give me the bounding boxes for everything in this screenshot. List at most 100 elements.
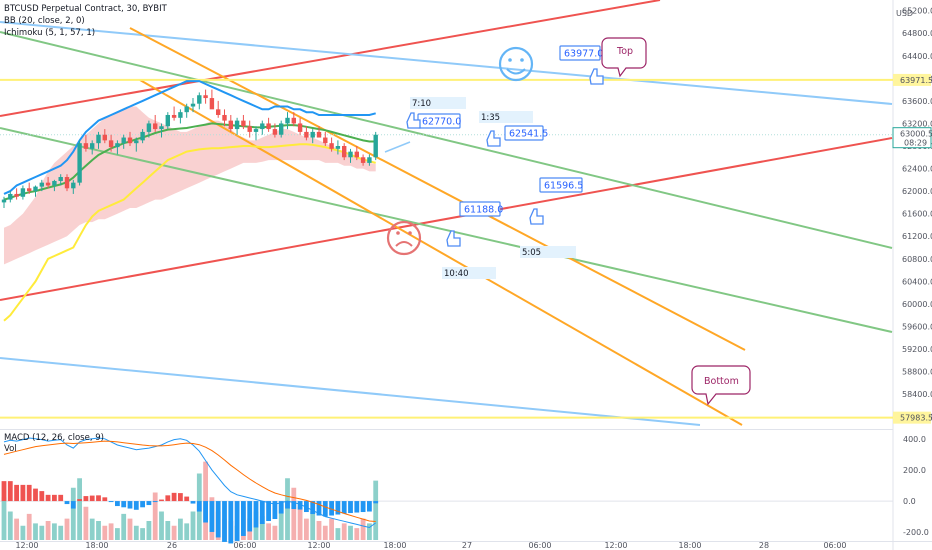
current-price-label: 63000.5 xyxy=(900,130,932,139)
macd-histogram-bar xyxy=(7,481,13,502)
price-note-box xyxy=(539,177,583,193)
candle-body xyxy=(342,146,347,158)
macd-histogram-bar xyxy=(140,501,145,508)
price-tick-label: 65200.0 xyxy=(902,7,932,16)
callout-top-bubble xyxy=(601,37,647,78)
macd-line xyxy=(3,437,376,529)
macd-histogram-bar xyxy=(96,495,101,502)
ichimoku-legend[interactable]: Ichimoku (5, 1, 57, 1) xyxy=(4,28,96,38)
macd-histogram-bar xyxy=(64,501,70,505)
time-note-box xyxy=(520,246,576,258)
time-tick-label: 18:00 xyxy=(383,541,406,550)
volume-bar xyxy=(171,525,177,540)
smiley-happy-eye xyxy=(520,58,524,62)
macd-histogram-bar xyxy=(278,501,284,514)
macd-histogram-bar xyxy=(297,501,303,510)
macd-histogram-bar xyxy=(121,501,127,508)
candle-body xyxy=(52,180,57,186)
time-tick-label: 06:00 xyxy=(233,541,256,550)
volume-bar xyxy=(159,511,164,540)
volume-bar xyxy=(70,487,76,540)
volume-bar xyxy=(341,523,347,540)
level-price-tag xyxy=(893,73,931,86)
candle-body xyxy=(247,126,252,132)
macd-histogram-bar xyxy=(272,501,278,520)
macd-histogram-bar xyxy=(253,501,259,528)
trendline-red-upper xyxy=(0,0,661,117)
price-note-box xyxy=(459,201,501,217)
time-note-label: 5:05 xyxy=(522,248,541,258)
volume-bar xyxy=(259,516,265,540)
arrow-line xyxy=(384,141,411,153)
candle-body xyxy=(1,199,7,203)
vol-legend[interactable]: Vol xyxy=(4,444,17,454)
candle-body xyxy=(209,98,215,110)
macd-histogram-bar xyxy=(52,494,57,502)
macd-histogram-bar xyxy=(165,495,171,502)
candle-body xyxy=(90,143,95,149)
macd-legend[interactable]: MACD (12, 26, close, 9) xyxy=(4,433,104,443)
ichimoku-lagging-line xyxy=(3,143,376,322)
time-tick-label: 06:00 xyxy=(528,541,551,550)
macd-signal-line xyxy=(3,440,376,522)
candle-body xyxy=(260,123,265,130)
candle-body xyxy=(304,131,309,138)
time-tick-label: 12:00 xyxy=(15,541,38,550)
hand-pointer-icon xyxy=(486,130,501,147)
macd-histogram-bar xyxy=(178,493,183,502)
price-tick-label: 60800.0 xyxy=(902,255,932,264)
macd-histogram-bar xyxy=(373,501,379,504)
bb-legend[interactable]: BB (20, close, 2, 0) xyxy=(4,16,85,26)
volume-bar xyxy=(360,518,366,540)
volume-bar xyxy=(291,487,297,540)
candle-body xyxy=(190,103,196,107)
volume-bar xyxy=(373,480,379,540)
volume-bar xyxy=(108,523,114,540)
volume-bar xyxy=(190,511,196,540)
candle-body xyxy=(33,186,38,192)
candle-body xyxy=(216,109,221,115)
volume-bar xyxy=(33,523,38,540)
macd-histogram-bar xyxy=(316,501,322,516)
macd-histogram-bar xyxy=(196,501,202,512)
macd-histogram-bar xyxy=(222,501,227,542)
macd-histogram-bar xyxy=(152,501,158,503)
volume-bar xyxy=(26,513,32,540)
time-note-label: 7:10 xyxy=(412,99,431,109)
macd-histogram-bar xyxy=(322,501,328,517)
time-tick-label: 06:00 xyxy=(823,541,846,550)
time-tick-label: 28 xyxy=(759,541,769,550)
price-tick-label: 59200.0 xyxy=(902,345,932,354)
candle-body xyxy=(234,120,240,130)
macd-histogram-bar xyxy=(26,484,32,502)
macd-histogram-bar xyxy=(115,501,120,507)
volume-bar xyxy=(304,518,309,540)
macd-histogram-bar xyxy=(89,495,95,502)
hand-pointer-icon xyxy=(406,112,421,129)
candle-body xyxy=(171,114,177,118)
candle-body xyxy=(316,131,322,138)
time-note-box xyxy=(410,97,466,109)
candle-body xyxy=(108,140,114,148)
volume-bar xyxy=(272,525,278,540)
volume-bar xyxy=(152,492,158,540)
macd-histogram-bar xyxy=(45,494,51,502)
candle-body xyxy=(323,137,328,144)
price-tick-label: 60400.0 xyxy=(902,277,932,286)
price-note-label: 61596.5 xyxy=(544,181,583,192)
macd-histogram-bar xyxy=(102,497,108,502)
time-note-box xyxy=(479,111,533,123)
smiley-sad-eye xyxy=(408,231,412,235)
macd-histogram-bar xyxy=(304,501,309,513)
candle-body xyxy=(77,143,82,183)
volume-bar xyxy=(7,511,13,540)
price-tick-label: 59600.0 xyxy=(902,322,932,331)
candle-body xyxy=(83,143,89,149)
countdown-label: 08:29 xyxy=(904,139,927,148)
time-tick-label: 18:00 xyxy=(85,541,108,550)
candle-body xyxy=(367,157,372,163)
callout-bottom-bubble xyxy=(691,365,751,406)
candle-body xyxy=(291,117,296,124)
